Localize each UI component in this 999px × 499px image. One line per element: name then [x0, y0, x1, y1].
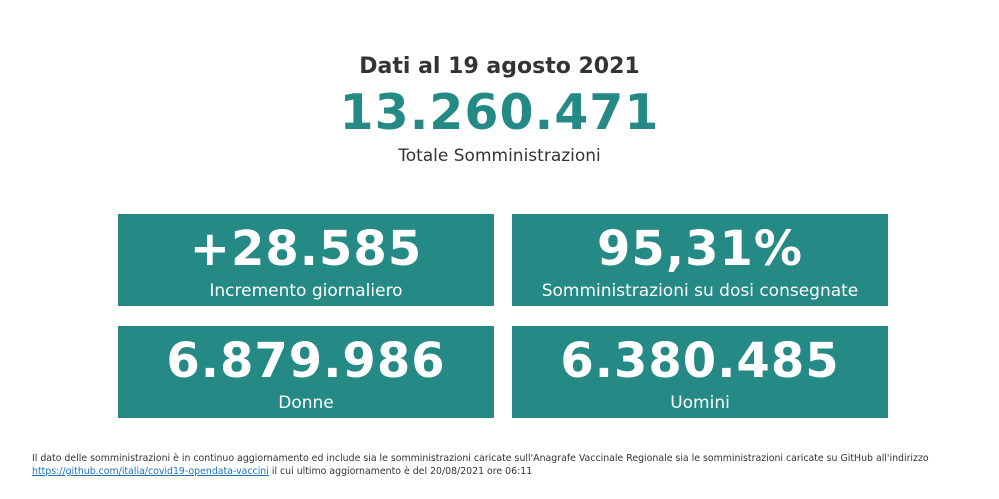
men-value: 6.380.485 — [560, 333, 840, 389]
doses-ratio-label: Somministrazioni su dosi consegnate — [541, 281, 859, 301]
women-card: 6.879.986 Donne — [118, 326, 494, 418]
men-card: 6.380.485 Uomini — [512, 326, 888, 418]
women-value: 6.879.986 — [166, 333, 446, 389]
doses-ratio-card: 95,31% Somministrazioni su dosi consegna… — [512, 214, 888, 306]
summary-header: Dati al 19 agosto 2021 13.260.471 Totale… — [0, 50, 999, 168]
footer-text-after: il cui ultimo aggiornamento è del 20/08/… — [268, 466, 533, 477]
github-link[interactable]: https://github.com/italia/covid19-openda… — [32, 466, 269, 477]
total-administrations-label: Totale Somministrazioni — [398, 146, 601, 166]
total-administrations-value: 13.260.471 — [339, 84, 660, 141]
daily-increase-card: +28.585 Incremento giornaliero — [118, 214, 494, 306]
daily-increase-label: Incremento giornaliero — [209, 281, 403, 301]
footer-text-before: Il dato delle somministrazioni è in cont… — [32, 453, 929, 464]
women-label: Donne — [278, 393, 334, 413]
daily-increase-value: +28.585 — [189, 221, 423, 277]
men-label: Uomini — [670, 393, 730, 413]
date-heading: Dati al 19 agosto 2021 — [359, 54, 640, 79]
footer-note: Il dato delle somministrazioni è in cont… — [32, 452, 982, 478]
doses-ratio-value: 95,31% — [597, 221, 803, 277]
